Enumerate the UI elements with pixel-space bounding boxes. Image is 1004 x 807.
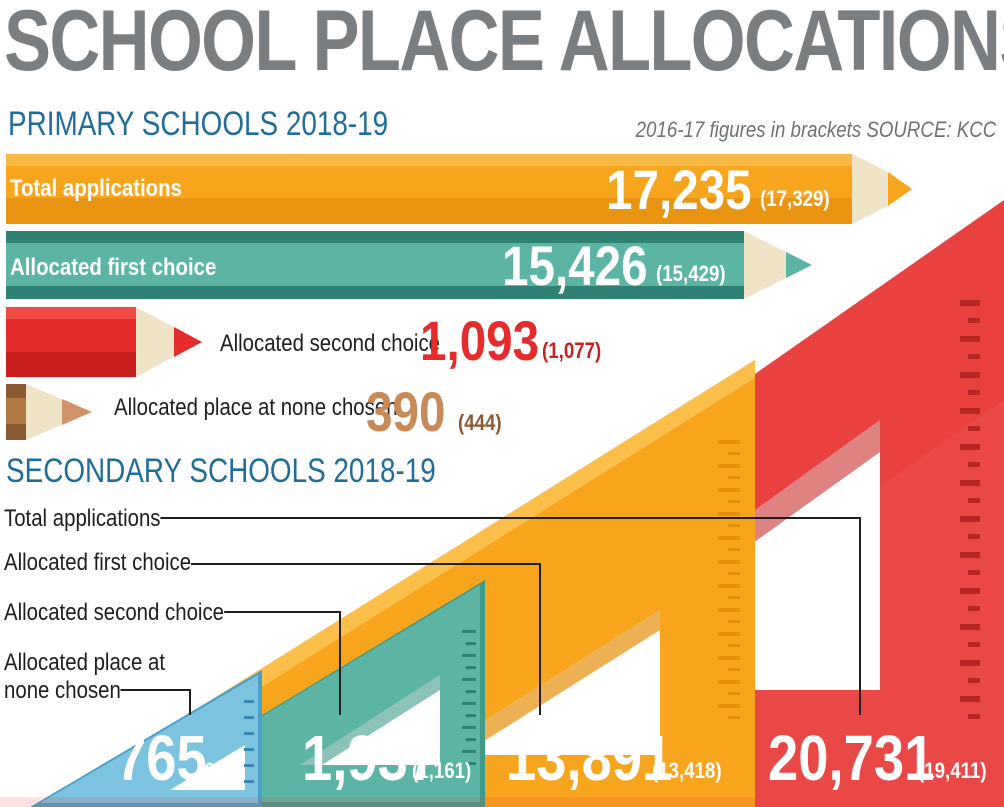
secondary-second-previous: (1,161): [412, 758, 472, 783]
primary-first-value: 15,426: [502, 234, 648, 297]
primary-first-previous: (15,429): [656, 261, 726, 286]
orange-pencil: [6, 154, 912, 224]
secondary-total-label: Total applications: [4, 505, 161, 533]
secondary-first-previous: (13,418): [652, 758, 722, 783]
primary-none-label: Allocated place at none chosen: [114, 394, 398, 421]
primary-total-previous: (17,329): [760, 186, 830, 211]
primary-heading: PRIMARY SCHOOLS 2018-19: [8, 105, 389, 143]
teal-pencil: [6, 231, 812, 299]
brown-pencil: [6, 384, 92, 440]
primary-none-previous: (444): [458, 410, 502, 435]
secondary-total-value: 20,731: [768, 722, 935, 794]
source-note: 2016-17 figures in brackets SOURCE: KCC: [635, 117, 996, 142]
primary-total-label: Total applications: [10, 175, 182, 202]
secondary-first-label: Allocated first choice: [4, 549, 192, 577]
red-pencil: [6, 307, 202, 377]
primary-total-value: 17,235: [606, 158, 752, 221]
leader-lines: [110, 517, 861, 715]
secondary-second-label: Allocated second choice: [4, 599, 225, 627]
secondary-none-previous: (633): [198, 758, 242, 783]
primary-second-previous: (1,077): [542, 338, 602, 363]
secondary-heading: SECONDARY SCHOOLS 2018-19: [6, 452, 436, 490]
primary-first-label: Allocated first choice: [10, 254, 217, 281]
primary-second-value: 1,093: [420, 309, 540, 372]
blue-set-square: [30, 670, 262, 807]
secondary-none-label-line2: none chosen: [4, 677, 121, 705]
secondary-total-previous: (19,411): [918, 758, 987, 783]
primary-none-value: 390: [366, 380, 446, 443]
orange-set-square: [40, 360, 755, 807]
primary-second-label: Allocated second choice: [220, 330, 441, 357]
secondary-none-value: 765: [116, 722, 207, 794]
secondary-first-value: 13,891: [506, 722, 673, 794]
page-title: SCHOOL PLACE ALLOCATIONS: [4, 0, 1004, 89]
secondary-second-value: 1,937: [302, 722, 439, 794]
secondary-none-label-line1: Allocated place at: [4, 649, 166, 677]
